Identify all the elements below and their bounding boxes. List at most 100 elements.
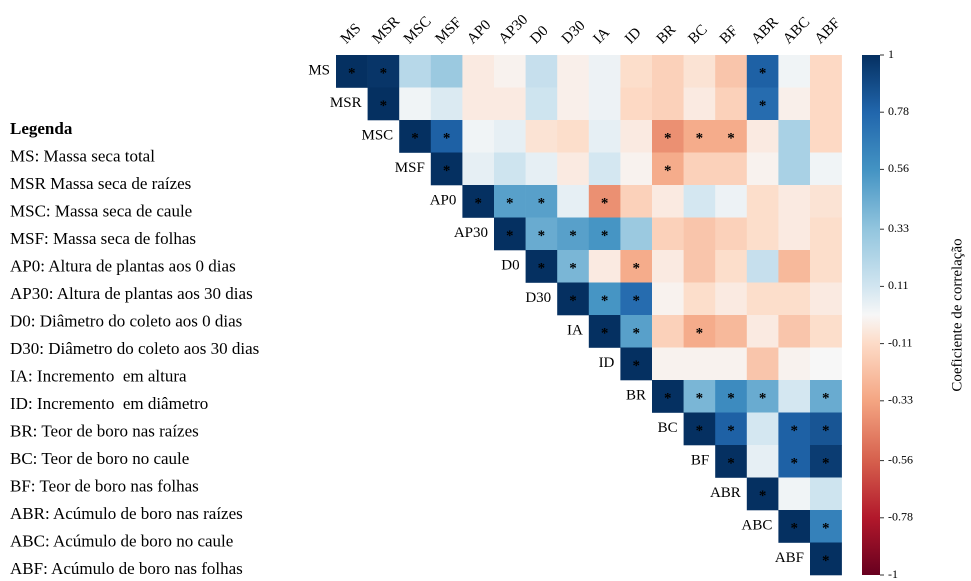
heatmap-cell xyxy=(557,55,590,88)
heatmap-cell xyxy=(652,282,684,316)
heatmap-cell xyxy=(683,120,716,153)
heatmap-cell xyxy=(525,185,558,218)
heatmap-cell xyxy=(746,315,779,348)
heatmap-cell xyxy=(525,55,558,88)
row-label: ABC xyxy=(742,518,773,534)
heatmap-cell xyxy=(778,477,811,511)
heatmap-cell xyxy=(430,55,463,88)
legend-item: BR: Teor de boro nas raízes xyxy=(10,421,199,440)
heatmap-cell xyxy=(652,250,684,283)
column-label: D30 xyxy=(559,18,589,48)
heatmap-cell xyxy=(430,120,463,153)
heatmap-cell xyxy=(715,152,748,186)
heatmap-cell xyxy=(715,250,748,283)
significance-mark: * xyxy=(443,163,451,179)
heatmap-cell xyxy=(746,87,779,121)
legend-item: MSC: Massa seca de caule xyxy=(10,201,192,220)
heatmap-cell xyxy=(778,152,811,186)
significance-mark: * xyxy=(664,131,672,147)
significance-mark: * xyxy=(601,196,609,212)
row-label: ABR xyxy=(710,485,741,501)
heatmap-cell xyxy=(367,87,400,121)
significance-mark: * xyxy=(380,98,388,114)
heatmap-cell xyxy=(652,315,684,348)
heatmap-cell xyxy=(746,250,779,283)
significance-mark: * xyxy=(664,163,672,179)
heatmap-cell xyxy=(810,152,842,186)
heatmap-cell xyxy=(715,185,748,218)
heatmap-cell xyxy=(746,412,779,446)
row-label: MSC xyxy=(362,128,394,144)
colorbar-tick-label: 0.56 xyxy=(888,161,909,175)
heatmap-cell xyxy=(810,542,842,576)
heatmap-cell xyxy=(494,120,526,153)
column-label: ABC xyxy=(780,14,813,47)
heatmap-cell xyxy=(588,282,621,316)
significance-mark: * xyxy=(759,391,767,407)
heatmap-cell xyxy=(620,185,653,218)
heatmap-cell xyxy=(620,152,653,186)
heatmap-cell xyxy=(557,250,590,283)
row-label: AP0 xyxy=(430,193,457,209)
heatmap-cell xyxy=(778,412,811,446)
heatmap-cell xyxy=(715,55,748,88)
legend-item: ABC: Acúmulo de boro no caule xyxy=(10,531,233,550)
heatmap-cell xyxy=(746,477,779,511)
significance-mark: * xyxy=(348,66,356,82)
heatmap-cell xyxy=(620,120,653,153)
heatmap-cell xyxy=(810,185,842,218)
heatmap-cell xyxy=(620,250,653,283)
heatmap-cell xyxy=(746,217,779,251)
colorbar-tick-label: -0.78 xyxy=(888,510,913,524)
significance-mark: * xyxy=(790,456,798,472)
heatmap-cell xyxy=(715,445,748,478)
heatmap-cell xyxy=(620,347,653,381)
significance-mark: * xyxy=(632,261,640,277)
significance-mark: * xyxy=(632,293,640,309)
heatmap-cell xyxy=(557,282,590,316)
heatmap-cell xyxy=(462,55,495,88)
significance-mark: * xyxy=(411,131,419,147)
colorbar-tick-label: -0.56 xyxy=(888,452,913,466)
heatmap-cell xyxy=(746,380,779,413)
significance-mark: * xyxy=(569,228,577,244)
heatmap-cell xyxy=(778,510,811,543)
heatmap-cell xyxy=(620,315,653,348)
heatmap-cell xyxy=(810,250,842,283)
heatmap-cell xyxy=(778,282,811,316)
heatmap-cell xyxy=(462,87,495,121)
heatmap-cell xyxy=(588,120,621,153)
significance-mark: * xyxy=(538,261,546,277)
heatmap-cell xyxy=(683,282,716,316)
heatmap-cell xyxy=(652,120,684,153)
significance-mark: * xyxy=(822,521,830,537)
heatmap-cell xyxy=(652,380,684,413)
significance-mark: * xyxy=(538,196,546,212)
heatmap-cell xyxy=(778,250,811,283)
significance-mark: * xyxy=(790,521,798,537)
heatmap-cell xyxy=(462,120,495,153)
column-label: MSF xyxy=(433,15,466,48)
significance-mark: * xyxy=(727,456,735,472)
significance-mark: * xyxy=(474,196,482,212)
heatmap-cell xyxy=(652,347,684,381)
column-label: AP0 xyxy=(464,17,494,47)
legend-item: MS: Massa seca total xyxy=(10,146,155,165)
column-label: MS xyxy=(338,21,365,48)
heatmap-cell xyxy=(525,120,558,153)
heatmap-cell xyxy=(746,282,779,316)
heatmap-cell xyxy=(778,217,811,251)
heatmap-cell xyxy=(652,152,684,186)
heatmap-cell xyxy=(494,55,526,88)
heatmap-cell xyxy=(810,510,842,543)
heatmap-cell xyxy=(620,217,653,251)
heatmap-cell xyxy=(525,152,558,186)
significance-mark: * xyxy=(601,326,609,342)
legend-item: D30: Diâmetro do coleto aos 30 dias xyxy=(10,339,259,358)
significance-mark: * xyxy=(696,326,704,342)
heatmap-cell xyxy=(683,347,716,381)
heatmap-cell xyxy=(557,87,590,121)
heatmap-cell xyxy=(525,217,558,251)
row-label: BC xyxy=(658,420,678,436)
legend-title: Legenda xyxy=(10,119,73,138)
